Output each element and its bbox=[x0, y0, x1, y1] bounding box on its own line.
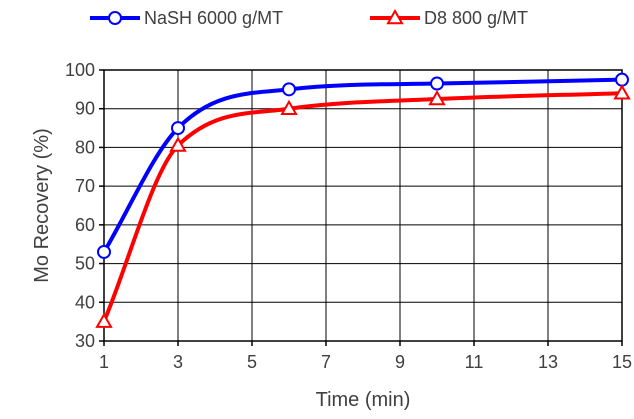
data-point bbox=[428, 90, 446, 106]
data-point bbox=[613, 84, 631, 100]
x-tick-label: 7 bbox=[321, 352, 331, 372]
legend-marker bbox=[108, 11, 122, 25]
series-layer bbox=[95, 72, 631, 328]
series-line bbox=[102, 77, 623, 253]
data-point bbox=[615, 72, 629, 87]
data-point bbox=[95, 312, 113, 328]
data-point bbox=[430, 76, 444, 91]
x-tick-label: 5 bbox=[247, 352, 257, 372]
data-point bbox=[169, 136, 187, 152]
series-1 bbox=[97, 72, 629, 259]
data-point bbox=[280, 99, 298, 115]
y-axis-ticks: 30 40 50 60 70 80 90 100 bbox=[65, 60, 104, 351]
legend-marker bbox=[386, 8, 404, 25]
y-tick-label: 30 bbox=[75, 331, 95, 351]
data-point bbox=[282, 82, 296, 97]
legend-label: D8 800 g/MT bbox=[424, 8, 528, 28]
y-tick-label: 100 bbox=[65, 60, 95, 80]
grid bbox=[104, 70, 622, 341]
legend: NaSH 6000 g/MT D8 800 g/MT bbox=[90, 8, 528, 28]
y-tick-label: 60 bbox=[75, 215, 95, 235]
x-tick-label: 9 bbox=[395, 352, 405, 372]
y-tick-label: 90 bbox=[75, 99, 95, 119]
y-axis-title: Mo Recovery (%) bbox=[31, 128, 53, 282]
x-tick-label: 13 bbox=[538, 352, 558, 372]
x-tick-label: 3 bbox=[173, 352, 183, 372]
data-point bbox=[171, 121, 185, 136]
series-2 bbox=[95, 84, 631, 328]
data-point bbox=[97, 244, 111, 259]
y-tick-label: 50 bbox=[75, 254, 95, 274]
y-tick-label: 40 bbox=[75, 292, 95, 312]
x-axis-title: Time (min) bbox=[316, 389, 411, 411]
x-axis-ticks: 1 3 5 7 9 11 13 15 bbox=[99, 341, 632, 372]
x-tick-label: 15 bbox=[612, 352, 632, 372]
x-tick-label: 1 bbox=[99, 352, 109, 372]
legend-item-2: D8 800 g/MT bbox=[370, 8, 528, 28]
legend-label: NaSH 6000 g/MT bbox=[144, 8, 283, 28]
x-tick-label: 11 bbox=[465, 352, 484, 372]
plot-frame bbox=[103, 69, 623, 342]
legend-item-1: NaSH 6000 g/MT bbox=[90, 8, 283, 28]
y-tick-label: 80 bbox=[75, 137, 95, 157]
y-tick-label: 70 bbox=[75, 176, 95, 196]
